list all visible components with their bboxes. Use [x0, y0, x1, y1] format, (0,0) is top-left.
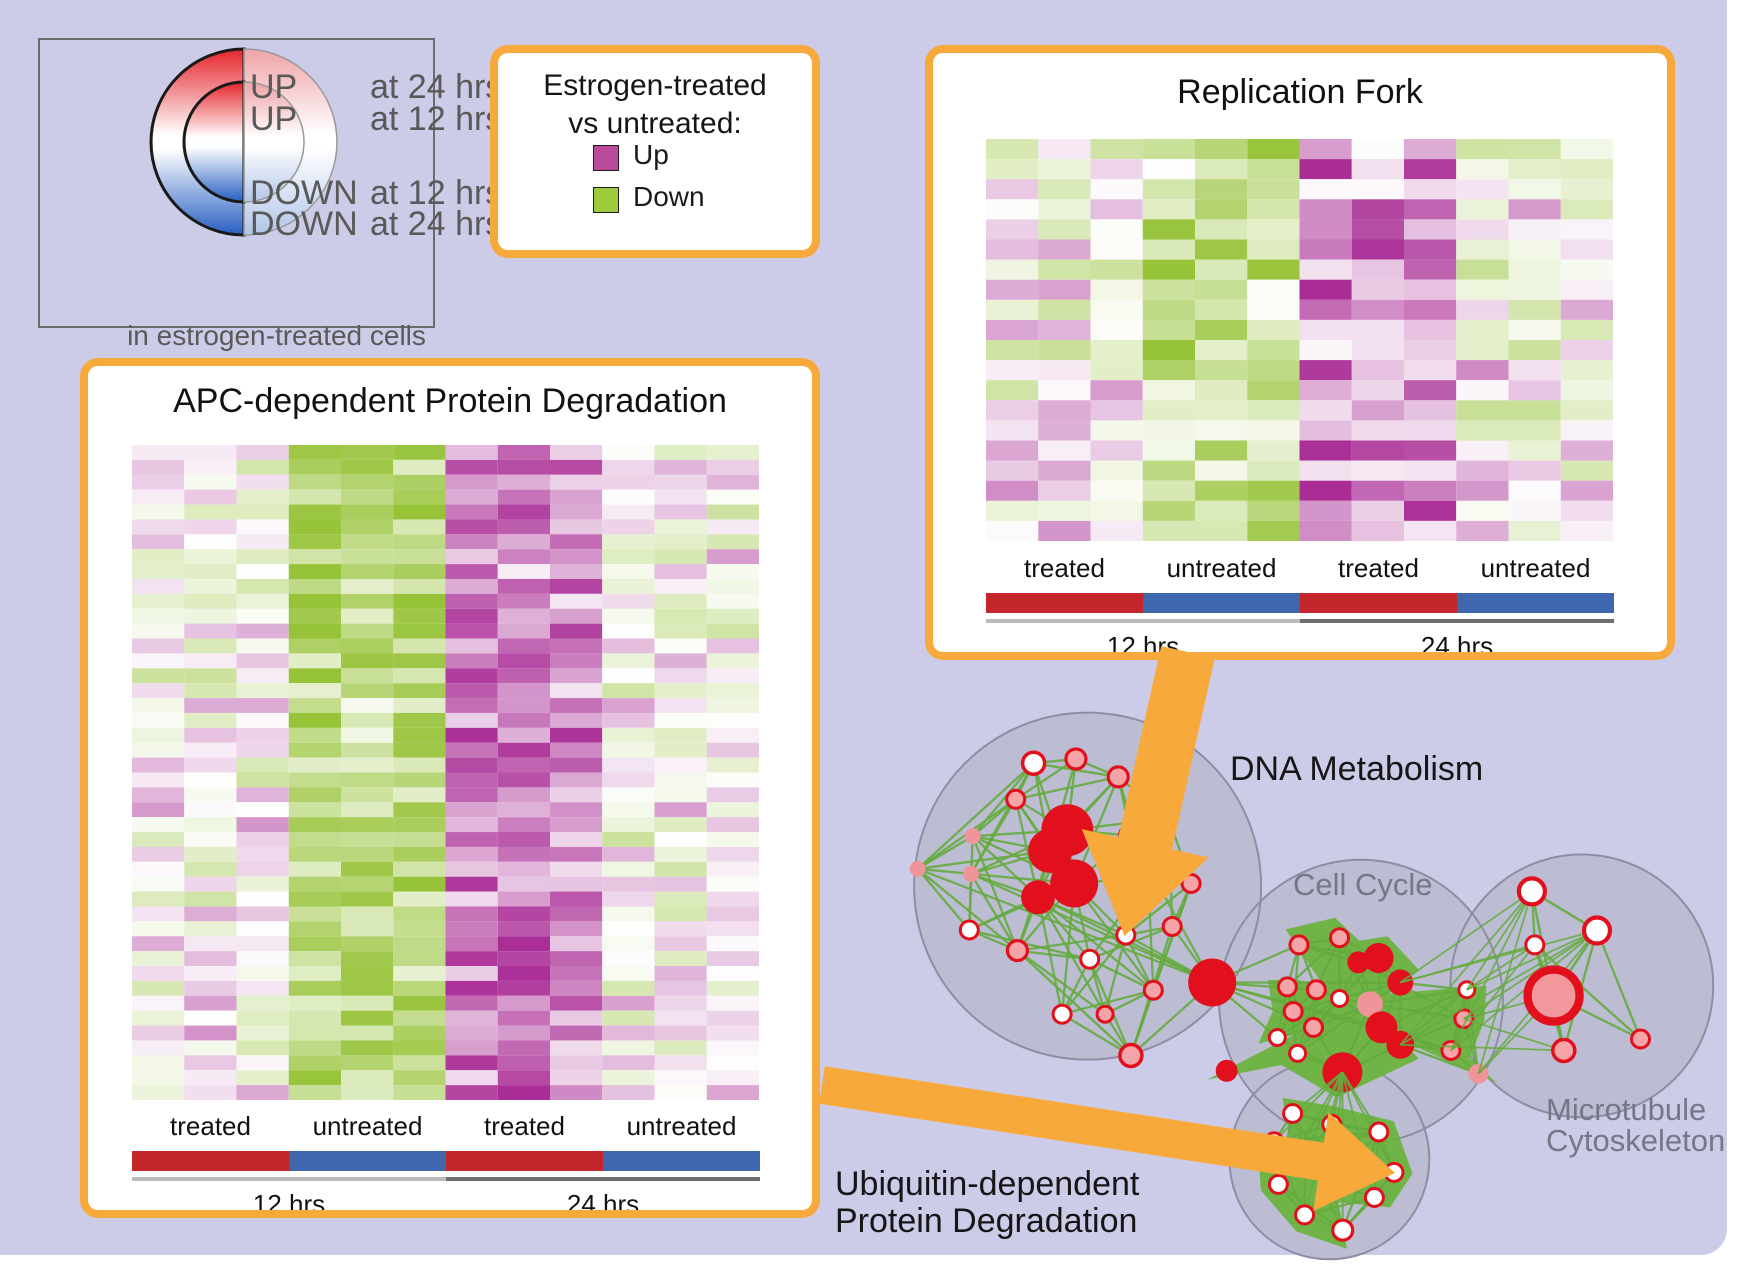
svg-text:DNA Metabolism: DNA Metabolism	[1230, 750, 1483, 788]
svg-text:Cell Cycle: Cell Cycle	[1293, 867, 1433, 902]
svg-text:Protein Degradation: Protein Degradation	[835, 1202, 1137, 1240]
svg-text:Microtubule: Microtubule	[1546, 1092, 1706, 1127]
svg-text:Ubiquitin-dependent: Ubiquitin-dependent	[835, 1165, 1140, 1203]
svg-text:Cytoskeleton: Cytoskeleton	[1546, 1123, 1725, 1158]
